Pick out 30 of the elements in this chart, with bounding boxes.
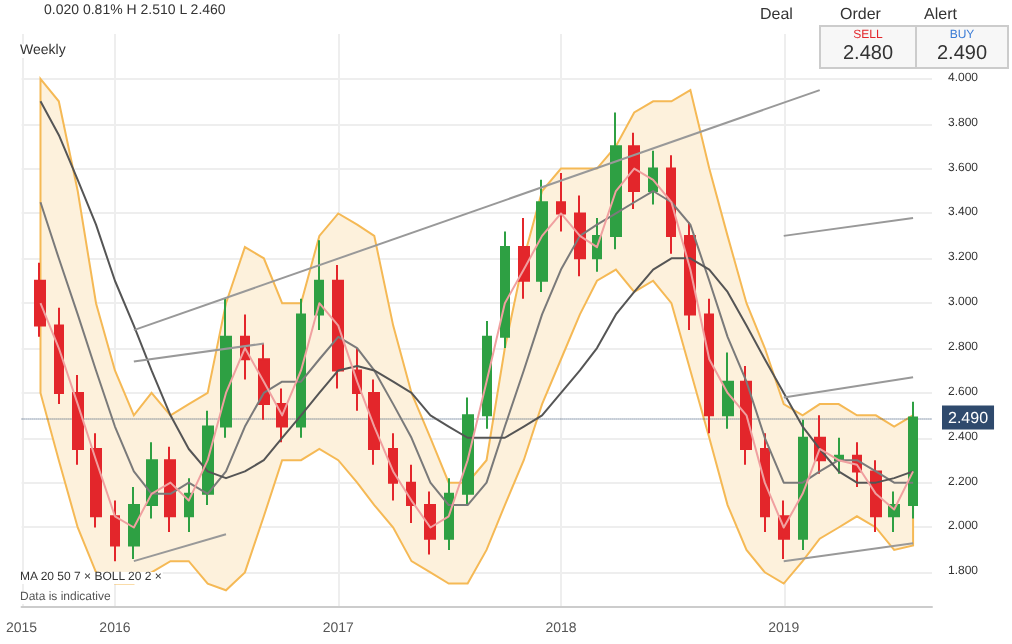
candlestick [90,432,102,529]
candlestick [518,216,530,300]
candlestick [722,351,734,430]
candlestick [536,178,548,293]
candlestick [760,432,770,533]
candlestick [314,239,324,332]
candlestick [610,111,622,251]
candlestick [424,490,436,556]
candlestick [704,297,714,435]
candlestick [332,264,344,390]
ref-line-label: 2.490 [948,408,990,427]
candlestick [556,172,566,233]
candlestick [666,154,676,255]
text: 2.490 [936,43,988,65]
candlestick [164,445,176,533]
candlestick [368,378,380,466]
candlestick [110,499,120,563]
candlestick [296,297,306,439]
candlestick [220,297,232,439]
candlestick [128,486,140,560]
candlestick [798,418,808,551]
text: Order [840,5,882,23]
line-series [39,100,915,484]
annotation: 2.480 [842,43,894,65]
candlestick [500,230,510,350]
candlestick [54,306,64,406]
text: Alert [924,5,959,23]
candlestick [908,400,918,520]
candlestick [34,261,46,338]
text: Deal [760,5,794,23]
